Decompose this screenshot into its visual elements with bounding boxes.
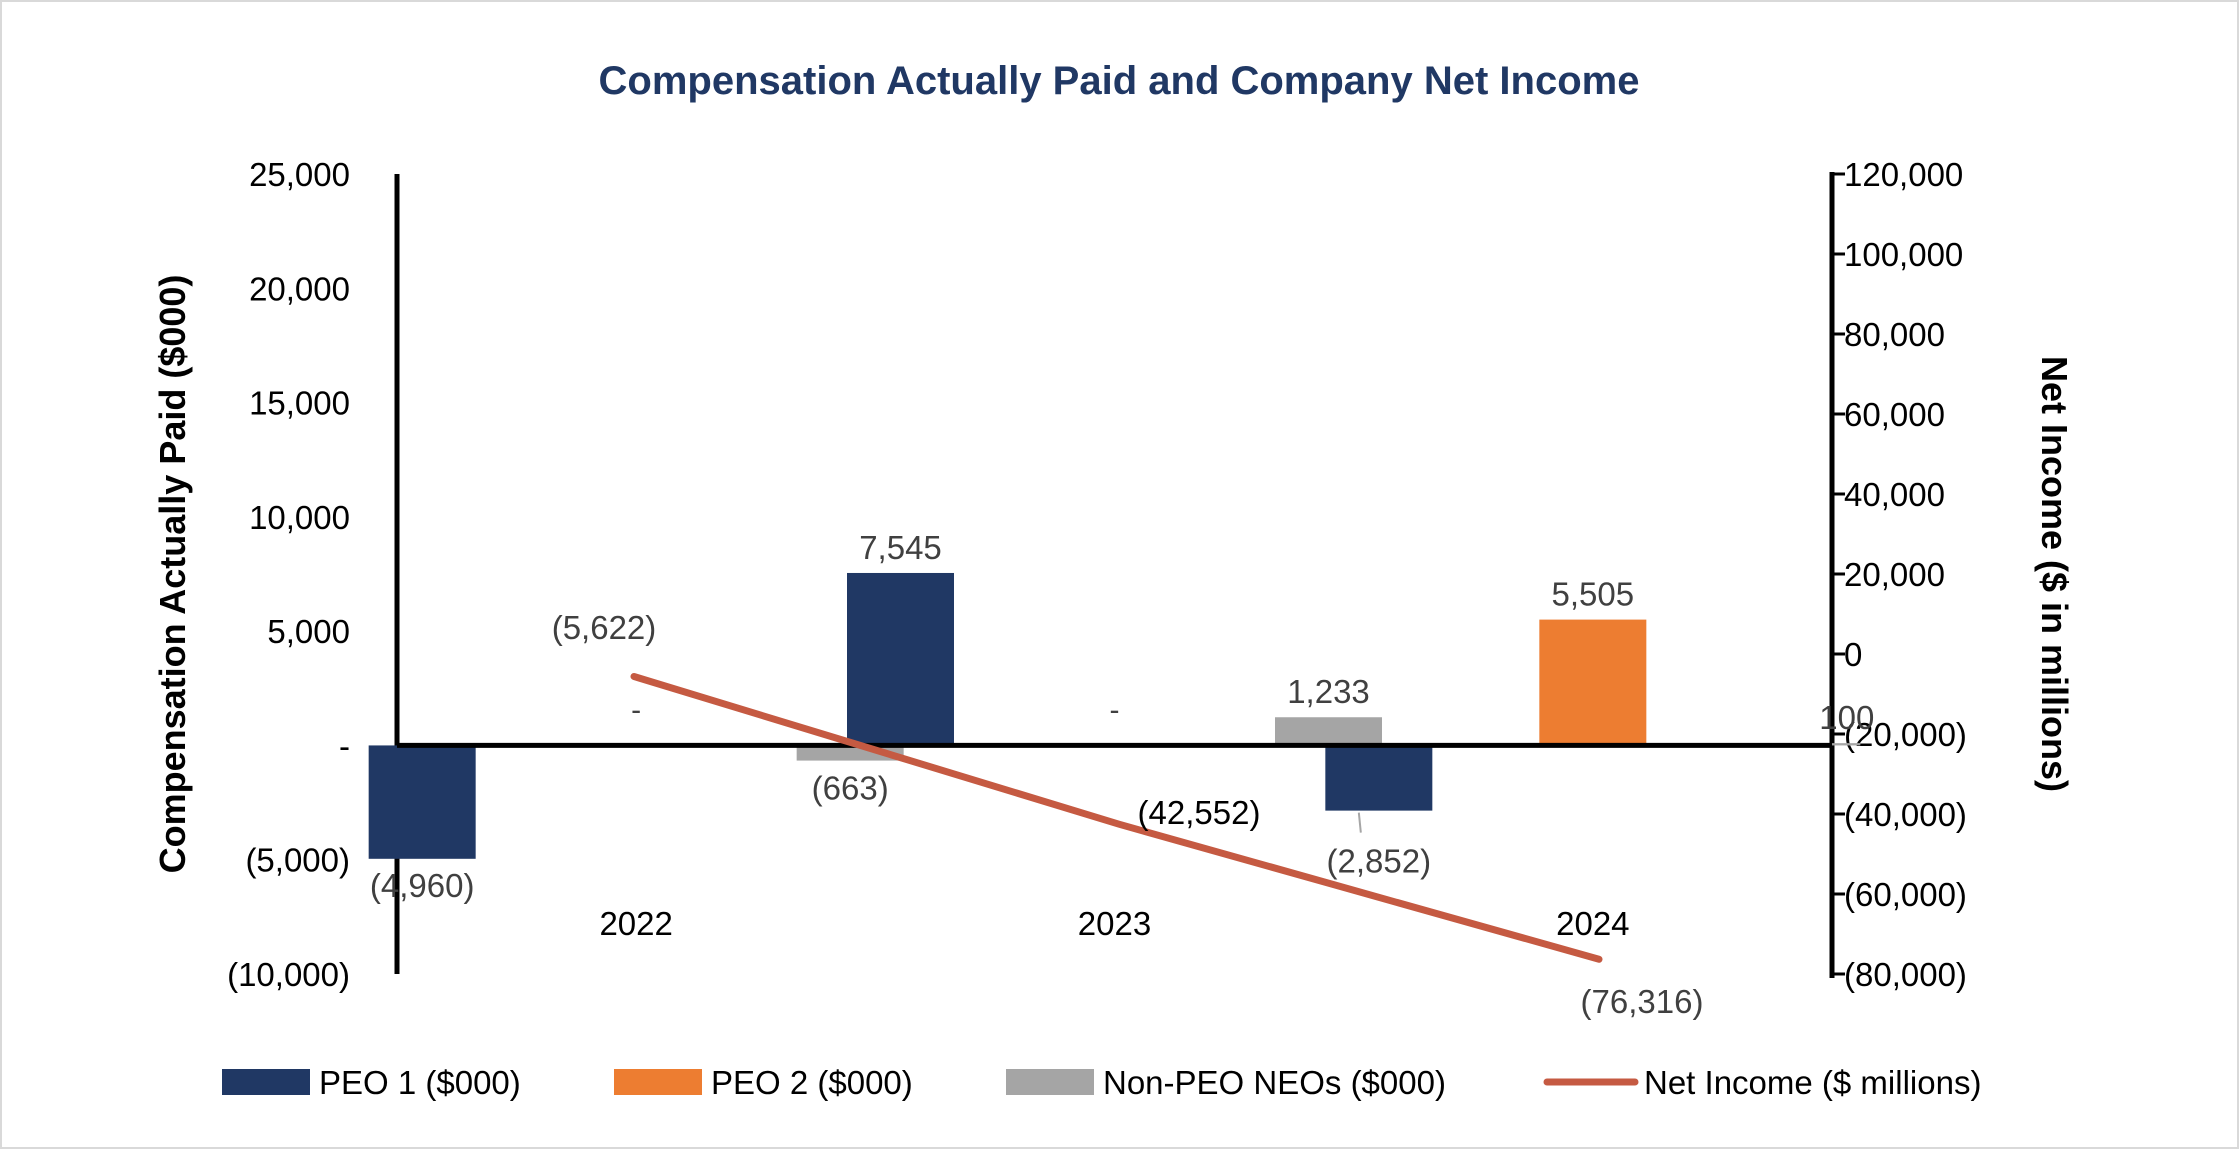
- bar-peo-2-000-2024: [1539, 619, 1647, 746]
- bar-data-label: (2,852): [1327, 843, 1432, 880]
- bar-non-peo-neos-000-2023: [1275, 717, 1382, 746]
- left-y-tick-label: 10,000: [249, 499, 350, 536]
- legend-label: PEO 1 ($000): [319, 1064, 521, 1101]
- left-y-tick-label: 15,000: [249, 385, 350, 422]
- left-y-tick-label: -: [339, 727, 350, 764]
- bar-data-label: -: [1110, 693, 1120, 726]
- left-y-tick-label: (10,000): [227, 956, 350, 993]
- right-y-axis-title: Net Income ($ in millions): [2034, 356, 2075, 792]
- right-y-tick-label: 80,000: [1844, 316, 1945, 353]
- right-y-tick-label: (60,000): [1844, 876, 1967, 913]
- left-y-axis-title: Compensation Actually Paid ($000): [152, 275, 193, 874]
- data-label-leader-line: [1357, 812, 1362, 833]
- left-y-tick-label: (5,000): [245, 842, 350, 879]
- right-y-tick-label: 0: [1844, 636, 1862, 673]
- legend-swatch-1: [222, 1069, 310, 1095]
- legend-label: Net Income ($ millions): [1644, 1064, 1981, 1101]
- right-y-tick-label: (40,000): [1844, 796, 1967, 833]
- right-y-tick-label: 20,000: [1844, 556, 1945, 593]
- left-y-tick-label: 5,000: [267, 613, 350, 650]
- bar-data-label: 1,233: [1287, 673, 1370, 710]
- bar-data-label: 5,505: [1552, 576, 1635, 613]
- bar-data-label: 7,545: [859, 529, 942, 566]
- bar-data-label: 100: [1819, 699, 1874, 736]
- legend-label: PEO 2 ($000): [711, 1064, 913, 1101]
- bar-peo-1-000-2022: [368, 745, 476, 859]
- net-income-line: [630, 672, 1603, 963]
- net-income-data-label: (42,552): [1138, 794, 1261, 831]
- plot-area: 25,000 20,000 15,000 10,000 5,000 - (5,000) (10…: [152, 156, 2075, 1020]
- legend-label: Non-PEO NEOs ($000): [1103, 1064, 1446, 1101]
- right-y-tick-label: 100,000: [1844, 236, 1963, 273]
- chart-title: Compensation Actually Paid and Company N…: [599, 59, 1640, 103]
- right-y-tick-label: 120,000: [1844, 156, 1963, 193]
- left-y-tick-label: 25,000: [249, 156, 350, 193]
- bar-peo-1-000-2023: [847, 572, 954, 746]
- x-category-label-2023: 2023: [1078, 905, 1151, 942]
- bar-data-label: (4,960): [370, 867, 475, 904]
- right-y-tick-label: 60,000: [1844, 396, 1945, 433]
- right-y-tick-label: (80,000): [1844, 956, 1967, 993]
- net-income-data-label: (76,316): [1581, 983, 1704, 1020]
- legend: PEO 1 ($000) PEO 2 ($000) Non-PEO NEOs ($0…: [222, 1064, 1981, 1101]
- bar-data-label: (663): [812, 770, 889, 807]
- legend-swatch-3: [1006, 1069, 1094, 1095]
- bar-peo-1-000-2024: [1325, 745, 1433, 811]
- legend-swatch-2: [614, 1069, 702, 1095]
- right-y-tick-label: (20,000): [1844, 716, 1967, 753]
- x-category-label-2022: 2022: [599, 905, 672, 942]
- net-income-data-label: (5,622): [552, 609, 657, 646]
- right-y-tick-label: 40,000: [1844, 476, 1945, 513]
- left-y-tick-label: 20,000: [249, 270, 350, 307]
- bar-data-label: -: [631, 693, 641, 726]
- x-category-label-2024: 2024: [1556, 905, 1629, 942]
